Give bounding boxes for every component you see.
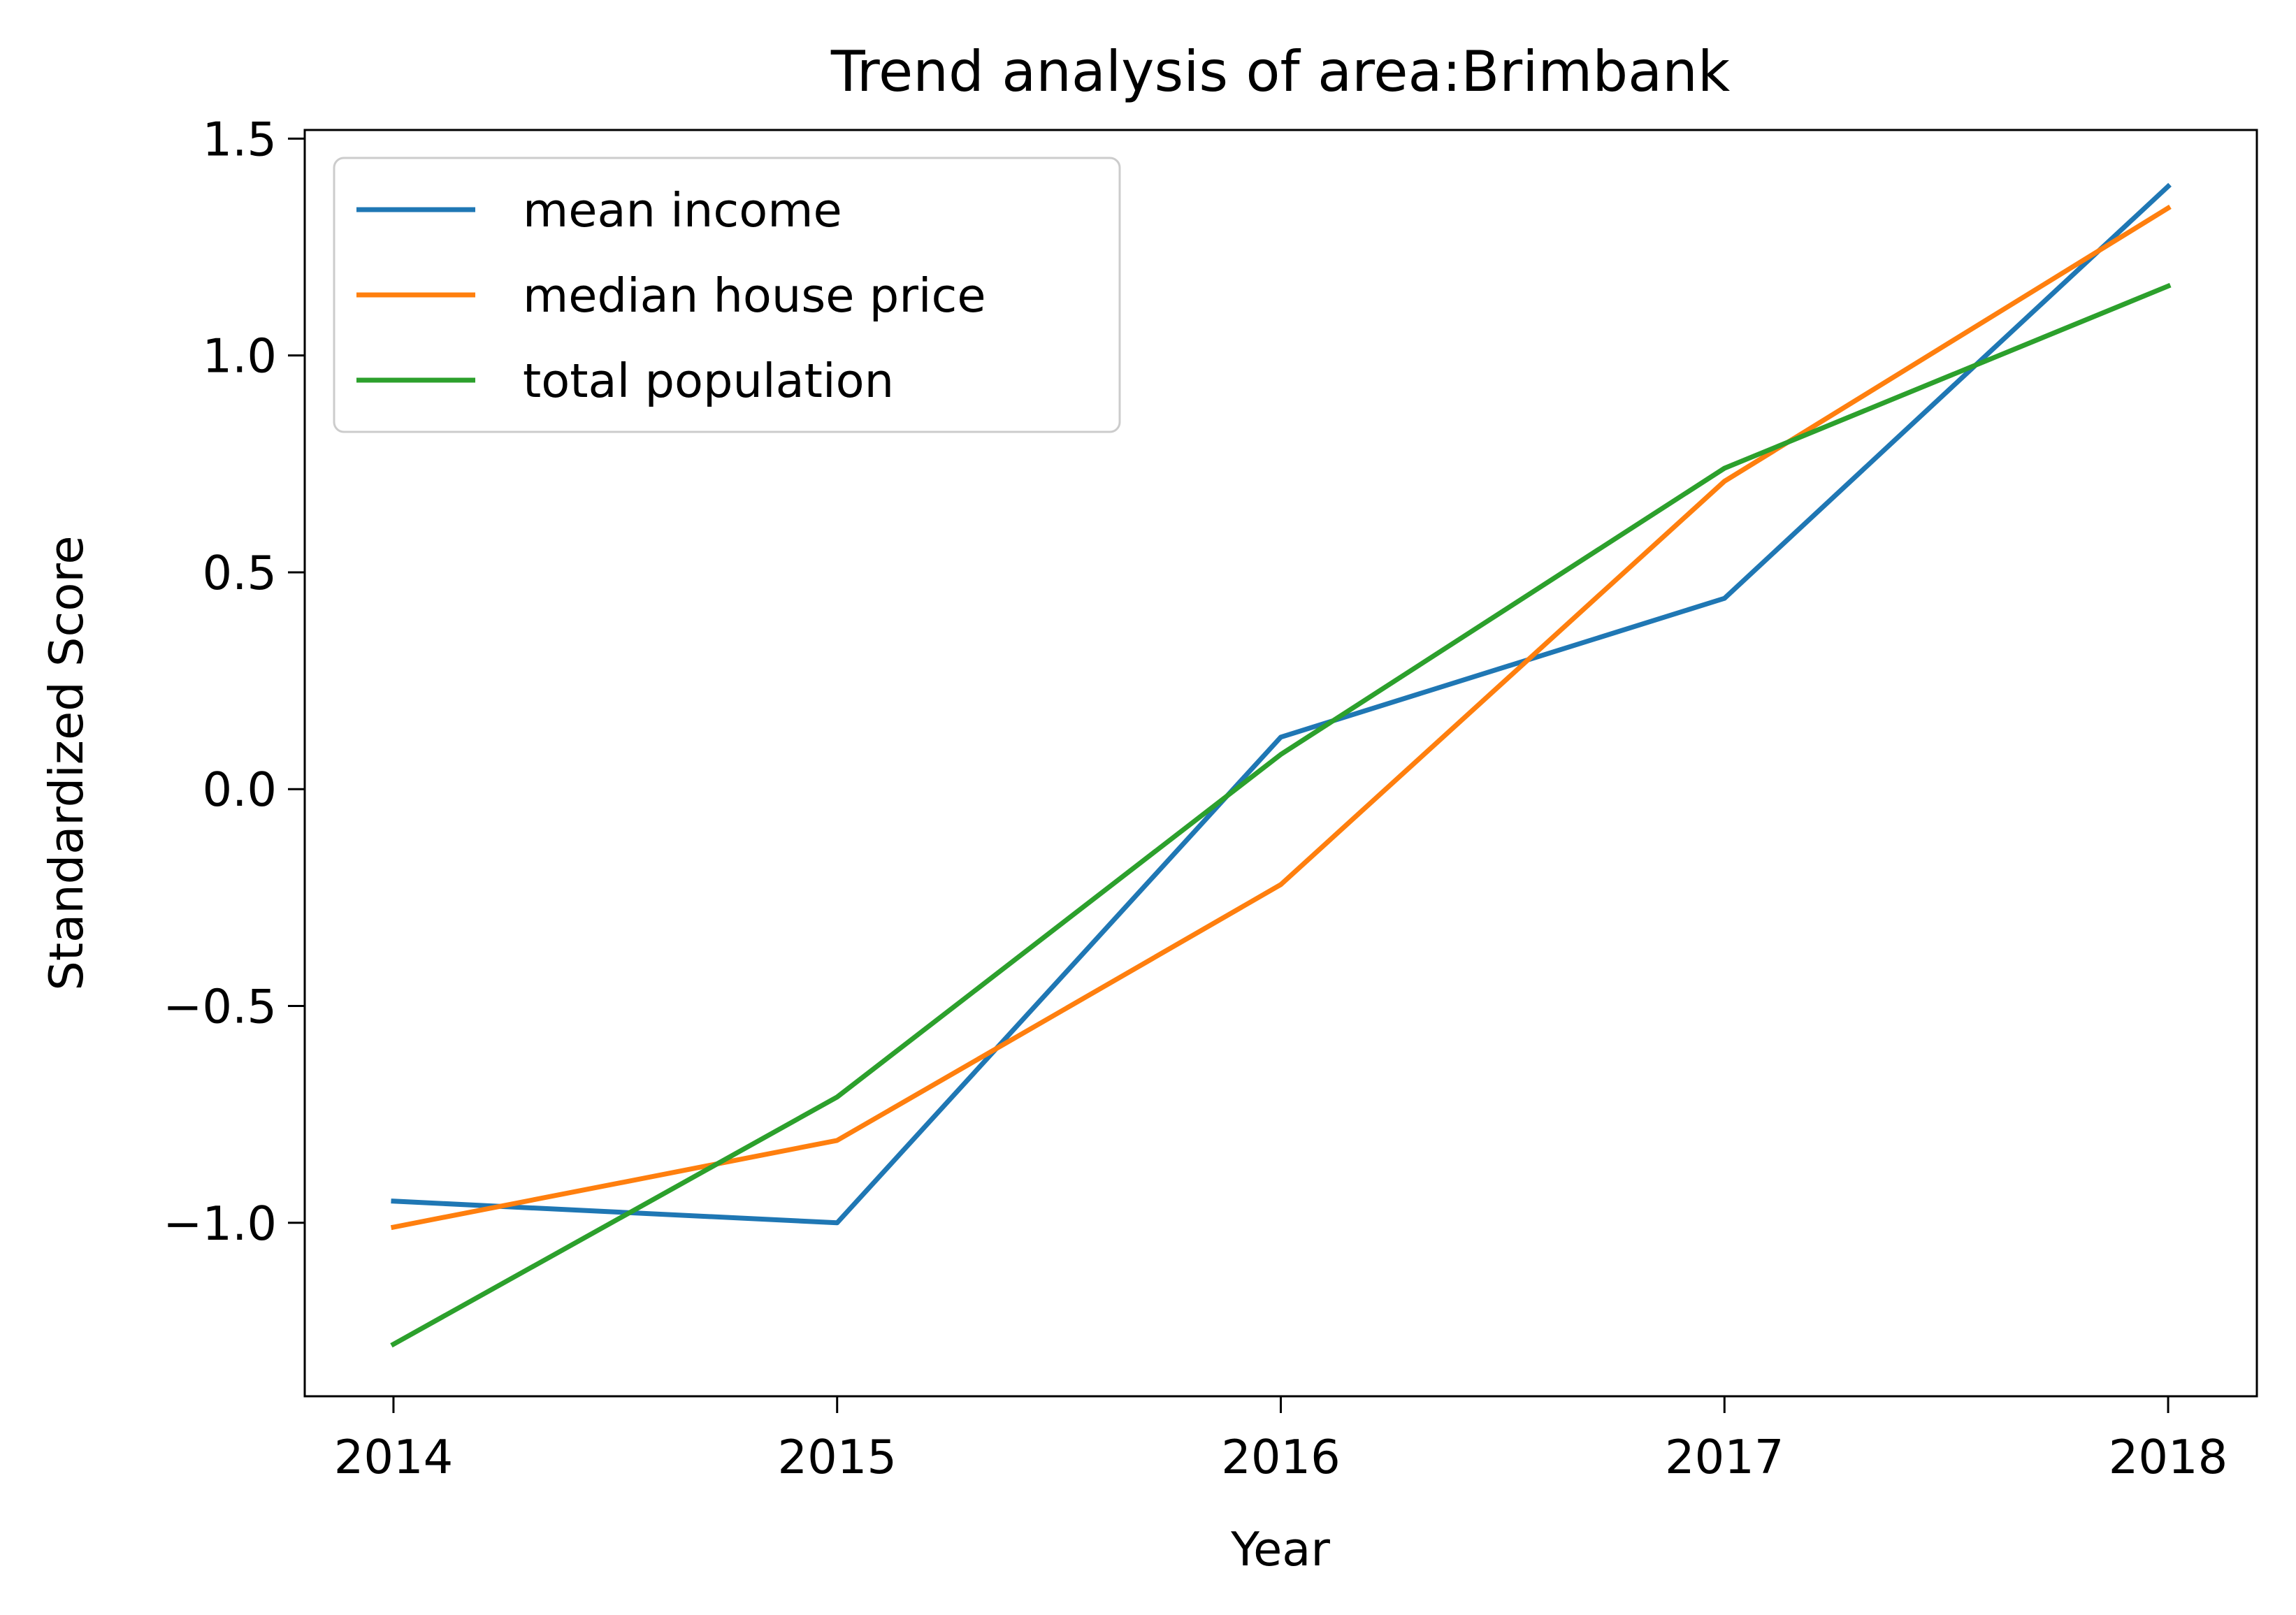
y-tick-label: 1.5 xyxy=(202,112,277,166)
y-axis-label: Standardized Score xyxy=(39,535,94,990)
legend-label: mean income xyxy=(523,183,842,238)
y-axis: −1.0 −0.5 0.0 0.5 1.0 1.5 xyxy=(163,112,305,1251)
legend-label: median house price xyxy=(523,268,986,323)
x-axis: 2014 2015 2016 2017 2018 xyxy=(334,1396,2228,1484)
chart-title: Trend analysis of area:Brimbank xyxy=(830,39,1731,104)
x-tick-label: 2016 xyxy=(1221,1430,1341,1484)
y-tick-label: 0.5 xyxy=(202,546,277,600)
y-tick-label: 0.0 xyxy=(202,762,277,817)
legend-label: total population xyxy=(523,354,894,408)
y-tick-label: 1.0 xyxy=(202,329,277,384)
x-tick-label: 2017 xyxy=(1665,1430,1784,1484)
legend-box xyxy=(333,157,1121,433)
legend: mean income median house price total popul… xyxy=(333,157,1121,433)
x-tick-label: 2018 xyxy=(2109,1430,2228,1484)
series-line-median-house-price xyxy=(390,204,2172,1231)
y-tick-label: −1.0 xyxy=(163,1196,277,1251)
x-tick-label: 2014 xyxy=(334,1430,454,1484)
x-axis-label: Year xyxy=(1230,1522,1330,1577)
series-line-total-population xyxy=(390,282,2172,1348)
plot-area xyxy=(390,182,2172,1348)
series-line-mean-income xyxy=(391,182,2172,1226)
y-tick-label: −0.5 xyxy=(163,980,277,1034)
x-tick-label: 2015 xyxy=(777,1430,897,1484)
